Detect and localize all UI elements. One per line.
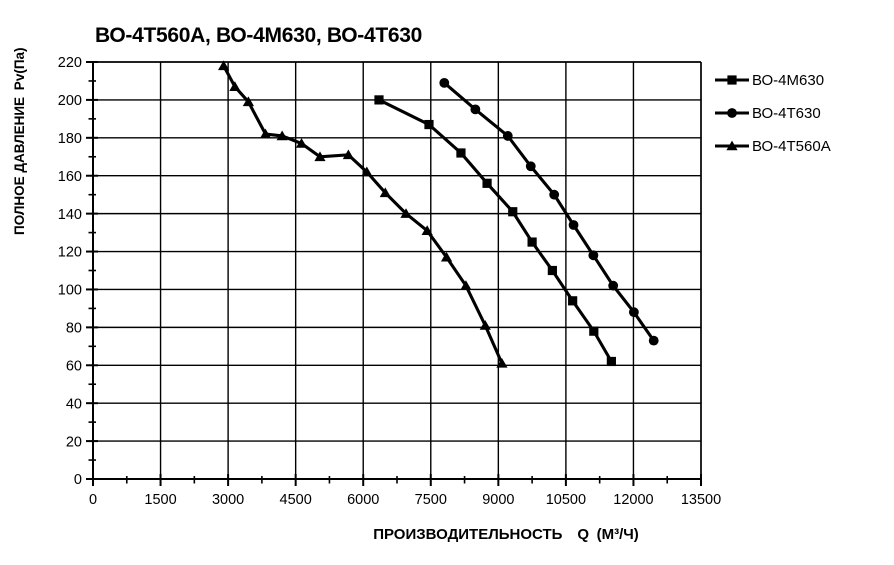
- triangle-marker: [314, 151, 326, 162]
- legend-label: ВО-4Т560А: [752, 138, 831, 155]
- circle-marker: [549, 189, 560, 200]
- square-marker: [727, 75, 737, 85]
- series-line: [222, 65, 504, 365]
- triangle-marker: [379, 187, 391, 198]
- legend: ВО-4М630 ВО-4Т630 ВО-4Т560А: [715, 72, 831, 155]
- x-tick-label: 4500: [280, 492, 312, 508]
- circle-marker: [439, 77, 450, 88]
- square-marker: [527, 237, 537, 247]
- y-tick-label: 120: [58, 245, 82, 261]
- x-tick-label: 13500: [681, 492, 721, 508]
- circle-marker: [502, 131, 513, 141]
- square-marker: [374, 95, 384, 105]
- legend-label: ВО-4М630: [752, 72, 824, 89]
- circle-marker: [608, 280, 619, 291]
- y-tick-label: 180: [58, 131, 82, 147]
- square-marker: [482, 178, 492, 188]
- x-tick-label: 7500: [415, 492, 447, 508]
- triangle-marker: [496, 357, 508, 368]
- square-marker: [547, 265, 557, 276]
- y-tick-label: 100: [58, 283, 82, 299]
- x-tick-label: 9000: [482, 492, 514, 508]
- circle-marker: [588, 250, 599, 261]
- triangle-marker: [342, 149, 354, 160]
- circle-marker: [525, 161, 536, 172]
- x-axis-title: ПРОИЗВОДИТЕЛЬНОСТЬ Q (М³/Ч): [373, 526, 639, 543]
- y-tick-label: 80: [66, 321, 82, 337]
- axis-ticks: [86, 61, 702, 486]
- triangle-marker: [276, 130, 288, 141]
- series-line: [378, 98, 613, 363]
- x-tick-label: 3000: [212, 492, 244, 508]
- series-1: [439, 77, 659, 346]
- circle-marker: [470, 104, 481, 115]
- triangle-marker: [726, 140, 738, 151]
- square-marker: [606, 356, 616, 367]
- legend-item: ВО-4М630: [715, 72, 824, 89]
- series-2: [218, 60, 508, 368]
- chart-title: ВО-4Т560А, ВО-4М630, ВО-4Т630: [95, 24, 422, 47]
- square-marker: [568, 296, 578, 306]
- triangle-marker: [460, 280, 472, 290]
- triangle-marker: [400, 208, 412, 218]
- tick-labels: 0 1500 3000 4500 6000 7500 9000 10500 12000 13500…: [58, 55, 721, 508]
- triangle-marker: [440, 251, 453, 262]
- square-marker: [589, 326, 599, 336]
- data-series: [218, 60, 659, 368]
- y-tick-label: 40: [66, 396, 82, 412]
- legend-label: ВО-4Т630: [752, 105, 821, 122]
- series-0: [374, 95, 616, 367]
- y-tick-label: 20: [66, 434, 82, 450]
- triangle-marker: [421, 225, 433, 235]
- triangle-marker: [229, 81, 241, 91]
- y-tick-label: 140: [58, 207, 82, 223]
- square-marker: [456, 148, 466, 158]
- series-line: [443, 81, 655, 342]
- x-tick-label: 1500: [144, 492, 176, 508]
- triangle-marker: [259, 128, 272, 139]
- circle-marker: [648, 335, 659, 346]
- triangle-marker: [295, 138, 308, 148]
- y-tick-label: 60: [66, 358, 82, 374]
- square-marker: [424, 119, 434, 130]
- y-tick-label: 0: [74, 472, 82, 488]
- x-tick-label: 0: [89, 492, 97, 508]
- x-tick-label: 6000: [347, 492, 379, 508]
- circle-marker: [727, 108, 737, 118]
- triangle-marker: [479, 320, 491, 330]
- x-tick-label: 12000: [613, 492, 653, 508]
- grid: [92, 61, 702, 480]
- circle-marker: [628, 307, 639, 318]
- legend-item: ВО-4Т560А: [715, 138, 831, 155]
- triangle-marker: [361, 166, 373, 177]
- y-tick-label: 200: [58, 93, 82, 109]
- y-tick-label: 160: [58, 169, 82, 185]
- square-marker: [508, 207, 518, 217]
- legend-item: ВО-4Т630: [715, 105, 821, 122]
- triangle-marker: [218, 60, 230, 71]
- y-tick-label: 220: [58, 55, 82, 71]
- y-axis-title: ПОЛНОЕ ДАВЛЕНИЕ Pv(Па): [12, 47, 27, 235]
- triangle-marker: [242, 96, 254, 107]
- x-tick-label: 10500: [546, 492, 586, 508]
- circle-marker: [568, 220, 579, 230]
